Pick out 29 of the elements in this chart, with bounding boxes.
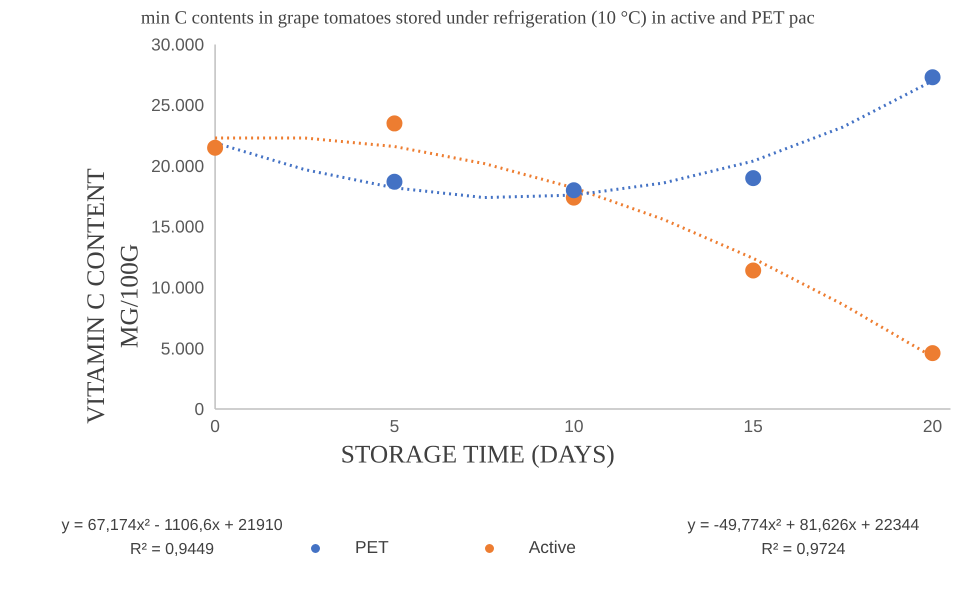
y-tick-label: 5.000 xyxy=(160,338,204,358)
chart-title: min C contents in grape tomatoes stored under refrigeration (10 °C) in active and PET pac xyxy=(140,8,815,28)
point xyxy=(924,69,941,86)
y-tick-label: 20.000 xyxy=(151,156,204,176)
point xyxy=(745,262,762,278)
text: R² = 0,9449 xyxy=(130,540,214,558)
point xyxy=(745,170,762,186)
y-axis-title: VITAMIN C CONTENT MG/100G xyxy=(82,168,144,424)
x-tick-label: 5 xyxy=(390,416,400,436)
text: y = 67,174x² - 1106,6x + 21910 xyxy=(61,517,283,534)
point xyxy=(386,174,402,190)
y-tick-label: 25.000 xyxy=(151,95,204,116)
point xyxy=(566,182,582,198)
y-tick-label: 10.000 xyxy=(151,277,204,298)
y-tick-label: 15.000 xyxy=(151,216,204,237)
y-tick-label: 30.000 xyxy=(151,34,204,54)
y-tick-label: 0 xyxy=(194,399,204,420)
legend-label: PET xyxy=(355,537,389,558)
text: R² = 0,9724 xyxy=(761,540,846,558)
legend-label: Active xyxy=(528,537,576,558)
text: y = -49,774x² + 81,626x + 22344 xyxy=(688,517,920,534)
point xyxy=(207,140,224,156)
point xyxy=(924,345,941,362)
x-tick-label: 0 xyxy=(210,416,220,436)
x-tick-label: 20 xyxy=(922,416,942,436)
point xyxy=(386,115,402,132)
x-tick-label: 15 xyxy=(744,416,763,436)
x-axis-title: STORAGE TIME (DAYS) xyxy=(340,440,615,468)
x-tick-label: 10 xyxy=(564,416,584,436)
